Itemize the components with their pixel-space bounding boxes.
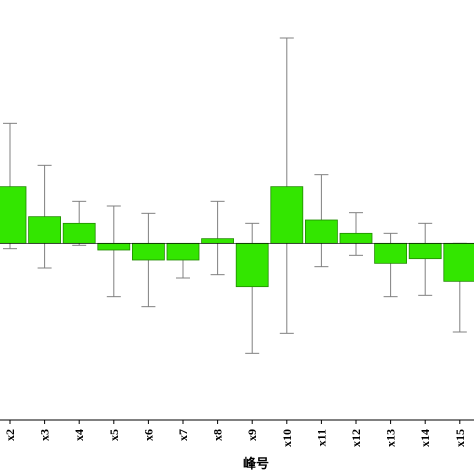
error-bar-x13 xyxy=(383,232,398,298)
tick-label-x13: x13 xyxy=(384,429,398,447)
bar-x2 xyxy=(0,186,27,244)
bar-x3 xyxy=(28,216,62,244)
bar-x10 xyxy=(270,186,304,244)
tick-label-x8: x8 xyxy=(211,429,225,441)
tick-label-x6: x6 xyxy=(141,429,155,441)
bar-x9 xyxy=(235,242,269,288)
bar-x6 xyxy=(131,242,165,261)
bar-x12 xyxy=(339,232,373,244)
x-ticks: x2 x3 x4 x5 x6 x7 x8 x9 x10 x11 x12 x13 x14 x15 xyxy=(3,420,467,447)
tick-label-x12: x12 xyxy=(349,429,363,447)
error-bar-x9 xyxy=(245,222,260,354)
tick-label-x11: x11 xyxy=(314,429,328,446)
bar-x15 xyxy=(443,242,474,282)
bar-x11 xyxy=(304,219,338,244)
error-bar-x8 xyxy=(210,200,225,276)
bar-x8 xyxy=(201,238,235,244)
tick-label-x15: x15 xyxy=(453,429,467,447)
error-bar-x10 xyxy=(279,37,294,334)
tick-label-x2: x2 xyxy=(3,429,17,441)
x-axis-title: 峰号 xyxy=(243,456,269,472)
tick-label-x3: x3 xyxy=(38,429,52,441)
tick-label-x7: x7 xyxy=(176,429,190,441)
tick-label-x14: x14 xyxy=(418,429,432,447)
error-bar-x14 xyxy=(418,222,433,296)
bar-x7 xyxy=(166,242,200,261)
error-bars xyxy=(3,37,467,354)
bar-x5 xyxy=(97,242,131,251)
bar-x14 xyxy=(408,242,442,260)
tick-label-x4: x4 xyxy=(72,429,86,441)
error-bar-x5 xyxy=(106,205,121,298)
tick-label-x10: x10 xyxy=(280,429,294,447)
bar-x13 xyxy=(374,242,408,264)
bar-x4 xyxy=(62,222,96,244)
bars xyxy=(0,186,474,288)
tick-label-x9: x9 xyxy=(245,429,259,441)
tick-label-x5: x5 xyxy=(107,429,121,441)
